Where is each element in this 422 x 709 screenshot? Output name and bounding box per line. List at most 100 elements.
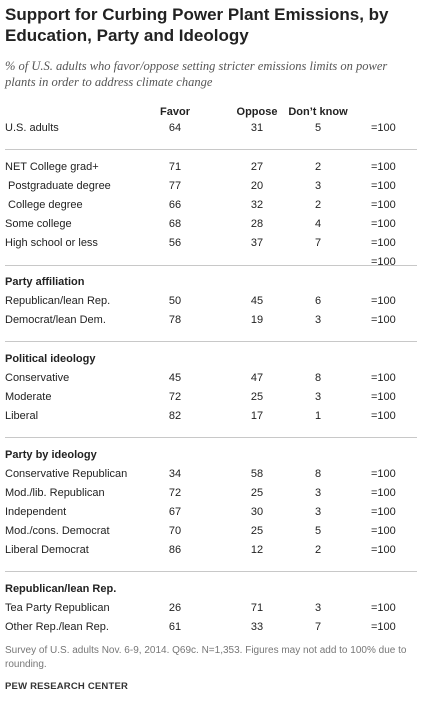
favor-value: 82 <box>168 410 182 422</box>
row-label: Independent <box>5 506 67 518</box>
source-credit: PEW RESEARCH CENTER <box>5 681 129 692</box>
total-value: =100 <box>371 295 396 307</box>
total-value: =100 <box>371 237 396 249</box>
total-value: =100 <box>371 468 396 480</box>
favor-value: 86 <box>168 544 182 556</box>
section-divider <box>5 149 417 150</box>
total-value: =100 <box>371 218 396 230</box>
favor-value: 78 <box>168 314 182 326</box>
dont-know-value: 8 <box>314 468 322 480</box>
oppose-value: 19 <box>250 314 264 326</box>
dont-know-value: 7 <box>314 237 322 249</box>
oppose-value: 12 <box>250 544 264 556</box>
total-value: =100 <box>371 410 396 422</box>
total-value: =100 <box>371 122 396 134</box>
dont-know-value: 3 <box>314 487 322 499</box>
total-value: =100 <box>371 621 396 633</box>
favor-value: 45 <box>168 372 182 384</box>
oppose-value: 32 <box>250 199 264 211</box>
header-dont-know: Don’t know <box>288 106 348 118</box>
total-value: =100 <box>371 391 396 403</box>
dont-know-value: 8 <box>314 372 322 384</box>
row-label: Democrat/lean Dem. <box>5 314 106 326</box>
row-label: U.S. adults <box>5 122 59 134</box>
oppose-value: 28 <box>250 218 264 230</box>
favor-value: 72 <box>168 487 182 499</box>
oppose-value: 30 <box>250 506 264 518</box>
chart-title: Support for Curbing Power Plant Emission… <box>5 5 389 45</box>
dont-know-value: 5 <box>314 525 322 537</box>
oppose-value: 58 <box>250 468 264 480</box>
dont-know-value: 6 <box>314 295 322 307</box>
total-value: =100 <box>371 314 396 326</box>
dont-know-value: 1 <box>314 410 322 422</box>
favor-value: 67 <box>168 506 182 518</box>
section-heading: Republican/lean Rep. <box>5 583 117 595</box>
section-divider <box>5 341 417 342</box>
oppose-value: 33 <box>250 621 264 633</box>
total-value: =100 <box>371 544 396 556</box>
section-divider <box>5 571 417 572</box>
section-heading: Party by ideology <box>5 449 97 461</box>
total-value: =100 <box>371 372 396 384</box>
dont-know-value: 7 <box>314 621 322 633</box>
row-label: NET College grad+ <box>5 161 99 173</box>
dont-know-value: 3 <box>314 180 322 192</box>
row-label: High school or less <box>5 237 98 249</box>
row-label: Some college <box>5 218 72 230</box>
header-oppose: Oppose <box>236 106 278 118</box>
row-label: Moderate <box>5 391 52 403</box>
row-label: Liberal <box>5 410 39 422</box>
dont-know-value: 4 <box>314 218 322 230</box>
total-value: =100 <box>371 199 396 211</box>
favor-value: 71 <box>168 161 182 173</box>
section-divider <box>5 437 417 438</box>
favor-value: 72 <box>168 391 182 403</box>
oppose-value: 45 <box>250 295 264 307</box>
favor-value: 66 <box>168 199 182 211</box>
dont-know-value: 3 <box>314 602 322 614</box>
total-value: =100 <box>371 525 396 537</box>
total-value: =100 <box>371 161 396 173</box>
oppose-value: 17 <box>250 410 264 422</box>
total-value: =100 <box>371 256 396 268</box>
dont-know-value: 2 <box>314 199 322 211</box>
dont-know-value: 3 <box>314 391 322 403</box>
dont-know-value: 5 <box>314 122 322 134</box>
favor-value: 34 <box>168 468 182 480</box>
favor-value: 61 <box>168 621 182 633</box>
dont-know-value: 3 <box>314 314 322 326</box>
row-label: Mod./lib. Republican <box>5 487 105 499</box>
favor-value: 70 <box>168 525 182 537</box>
row-label: College degree <box>5 199 83 211</box>
header-favor: Favor <box>160 106 190 118</box>
section-heading: Political ideology <box>5 353 96 365</box>
row-label: Conservative Republican <box>5 468 128 480</box>
oppose-value: 27 <box>250 161 264 173</box>
dont-know-value: 2 <box>314 161 322 173</box>
total-value: =100 <box>371 487 396 499</box>
favor-value: 50 <box>168 295 182 307</box>
row-label: Republican/lean Rep. <box>5 295 111 307</box>
row-label: Conservative <box>5 372 70 384</box>
oppose-value: 20 <box>250 180 264 192</box>
favor-value: 68 <box>168 218 182 230</box>
row-label: Mod./cons. Democrat <box>5 525 110 537</box>
total-value: =100 <box>371 506 396 518</box>
total-value: =100 <box>371 180 396 192</box>
section-divider <box>5 265 417 266</box>
row-label: Tea Party Republican <box>5 602 110 614</box>
oppose-value: 47 <box>250 372 264 384</box>
footnote: Survey of U.S. adults Nov. 6-9, 2014. Q6… <box>5 645 407 670</box>
chart-subtitle: % of U.S. adults who favor/oppose settin… <box>5 59 388 89</box>
dont-know-value: 3 <box>314 506 322 518</box>
oppose-value: 37 <box>250 237 264 249</box>
favor-value: 26 <box>168 602 182 614</box>
row-label: Other Rep./lean Rep. <box>5 621 109 633</box>
favor-value: 56 <box>168 237 182 249</box>
oppose-value: 71 <box>250 602 264 614</box>
total-value: =100 <box>371 602 396 614</box>
favor-value: 77 <box>168 180 182 192</box>
row-label: Liberal Democrat <box>5 544 89 556</box>
